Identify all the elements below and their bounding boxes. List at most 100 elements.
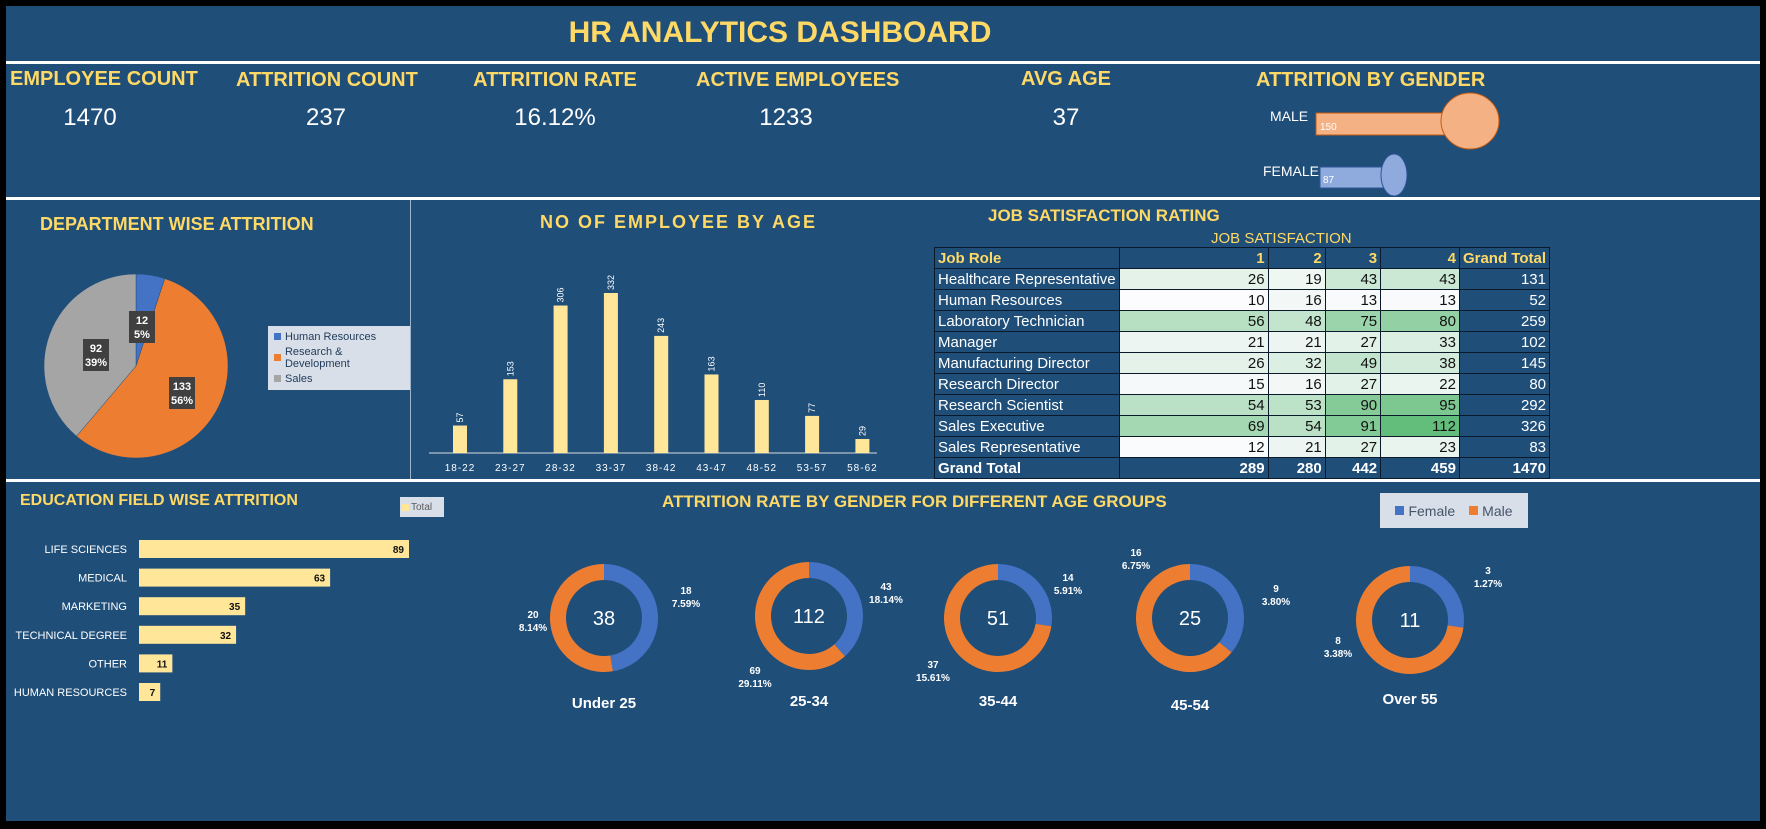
table-header-cell: 1 bbox=[1118, 247, 1269, 269]
donut-male-percent: 8.14% bbox=[519, 623, 547, 634]
job-satisfaction-subtitle: JOB SATISFACTION bbox=[1211, 230, 1352, 247]
age-bar-18-22 bbox=[453, 425, 467, 453]
dashboard-title: HR ANALYTICS DASHBOARD bbox=[568, 16, 992, 49]
donut-slice-female bbox=[1190, 564, 1244, 653]
age-bar-value: 29 bbox=[857, 426, 867, 436]
legend-item-human-resources: Human Resources bbox=[274, 326, 410, 347]
table-cell-value: 12 bbox=[1118, 436, 1269, 458]
donut-slice-female bbox=[1410, 566, 1464, 628]
kpi-attrition-count-value: 237 bbox=[305, 104, 347, 131]
donut-slice-male bbox=[944, 564, 1052, 672]
table-cell-value: 21 bbox=[1267, 331, 1326, 353]
table-row: Manager 21 21 27 33 102 bbox=[934, 331, 1551, 353]
table-cell-value: 95 bbox=[1380, 394, 1460, 416]
age-tick-label: 38-42 bbox=[646, 463, 677, 474]
age-bar-value: 110 bbox=[757, 383, 767, 397]
education-category-label: HUMAN RESOURCES bbox=[14, 687, 127, 699]
age-bar-38-42 bbox=[654, 335, 669, 453]
donut-female-count: 18 bbox=[680, 586, 692, 597]
table-cell-grand-total: 442 bbox=[1324, 457, 1382, 479]
donut-female-count: 14 bbox=[1062, 573, 1074, 584]
table-row: Sales Executive 69 54 91 112 326 bbox=[934, 415, 1551, 437]
lower-divider bbox=[6, 479, 1760, 482]
donut-age-group-label: Under 25 bbox=[572, 695, 636, 712]
donut-under-25: 38 18 7.59% 20 8.14% Under 25 bbox=[519, 564, 700, 712]
table-cell-grand-total: 459 bbox=[1380, 457, 1460, 479]
education-bar-human-resources bbox=[139, 683, 161, 701]
age-bar-value: 153 bbox=[505, 361, 515, 376]
donut-female-percent: 7.59% bbox=[672, 599, 700, 610]
table-cell-total: 259 bbox=[1458, 310, 1551, 332]
table-cell-value: 32 bbox=[1267, 352, 1326, 374]
female-bar-cap bbox=[1380, 153, 1408, 196]
age-tick-label: 48-52 bbox=[747, 463, 778, 474]
table-cell-value: 27 bbox=[1324, 331, 1382, 353]
table-cell-value: 26 bbox=[1118, 352, 1269, 374]
education-bar-medical bbox=[139, 568, 331, 587]
age-tick-label: 43-47 bbox=[696, 463, 727, 474]
age-bar-53-57 bbox=[805, 415, 820, 453]
kpi-employee-count-value: 1470 bbox=[63, 104, 117, 131]
table-cell-role: Sales Representative bbox=[934, 436, 1120, 458]
pie-slice-research-development bbox=[76, 278, 229, 459]
age-bar-43-47 bbox=[704, 374, 719, 453]
table-cell-total: 80 bbox=[1458, 373, 1551, 395]
education-category-label: MEDICAL bbox=[78, 573, 127, 585]
table-cell-value: 43 bbox=[1324, 268, 1382, 290]
education-legend-label: Total bbox=[411, 501, 433, 513]
kpi-attrition-count-label: ATTRITION COUNT bbox=[236, 69, 418, 91]
vertical-divider bbox=[410, 200, 411, 479]
legend-item-sales: Sales bbox=[274, 368, 410, 389]
age-tick-label: 18-22 bbox=[445, 463, 476, 474]
table-cell-grand-total: 1470 bbox=[1458, 457, 1551, 479]
donuts-legend: Female Male bbox=[1380, 493, 1528, 528]
pie-label-box bbox=[169, 377, 195, 409]
table-cell-total: 326 bbox=[1458, 415, 1551, 437]
age-tick-label: 23-27 bbox=[495, 463, 526, 474]
age-bar-value: 332 bbox=[606, 275, 616, 290]
table-cell-value: 13 bbox=[1380, 289, 1460, 311]
age-tick-label: 33-37 bbox=[596, 463, 627, 474]
donut-over-55: 11 3 1.27% 8 3.38% Over 55 bbox=[1324, 566, 1502, 708]
education-category-label: OTHER bbox=[89, 658, 128, 670]
age-bar-value: 243 bbox=[656, 318, 666, 333]
table-header-cell: 4 bbox=[1380, 247, 1460, 269]
donut-slice-female bbox=[809, 562, 863, 657]
kpi-active-employees-label: ACTIVE EMPLOYEES bbox=[696, 69, 900, 91]
gender-male-label: MALE bbox=[1270, 108, 1309, 124]
table-row: Healthcare Representative 26 19 43 43 131 bbox=[934, 268, 1551, 290]
age-bar-58-62 bbox=[855, 439, 870, 453]
table-cell-value: 43 bbox=[1380, 268, 1460, 290]
table-cell-role: Research Scientist bbox=[934, 394, 1120, 416]
education-bar-other bbox=[139, 654, 173, 673]
table-cell-value: 16 bbox=[1267, 373, 1326, 395]
legend-item-female: Female bbox=[1395, 503, 1455, 519]
table-cell-role: Healthcare Representative bbox=[934, 268, 1120, 290]
table-cell-total: 145 bbox=[1458, 352, 1551, 374]
department-pie-chart: 12 5% 133 56% 92 39% bbox=[43, 273, 229, 459]
table-row: Research Director 15 16 27 22 80 bbox=[934, 373, 1551, 395]
donut-male-count: 20 bbox=[527, 610, 539, 621]
donut-age-group-label: 45-54 bbox=[1171, 697, 1210, 714]
table-cell-value: 56 bbox=[1118, 310, 1269, 332]
donut-slice-female bbox=[604, 564, 658, 672]
donut-female-count: 9 bbox=[1273, 584, 1279, 595]
education-bar-chart: LIFE SCIENCES 89 MEDICAL 63 MARKETING 35 TECHN… bbox=[14, 540, 409, 701]
middle-divider bbox=[6, 197, 1760, 200]
table-cell-value: 91 bbox=[1324, 415, 1382, 437]
table-cell-value: 21 bbox=[1267, 436, 1326, 458]
donut-age-group-label: 25-34 bbox=[790, 693, 829, 710]
donut-center-total: 51 bbox=[987, 608, 1009, 630]
table-cell-value: 15 bbox=[1118, 373, 1269, 395]
table-cell-total: 83 bbox=[1458, 436, 1551, 458]
table-cell-value: 22 bbox=[1380, 373, 1460, 395]
table-cell-value: 10 bbox=[1118, 289, 1269, 311]
age-tick-label: 53-57 bbox=[797, 463, 828, 474]
education-bar-value: 7 bbox=[150, 688, 156, 699]
job-satisfaction-table: Job Role 1 2 3 4 Grand Total Healthcare Repres… bbox=[934, 247, 1551, 479]
education-bar-value: 32 bbox=[220, 631, 232, 642]
donuts-section-title: ATTRITION RATE BY GENDER FOR DIFFERENT A… bbox=[662, 492, 1167, 511]
table-cell-value: 53 bbox=[1267, 394, 1326, 416]
age-tick-label: 58-62 bbox=[847, 463, 878, 474]
